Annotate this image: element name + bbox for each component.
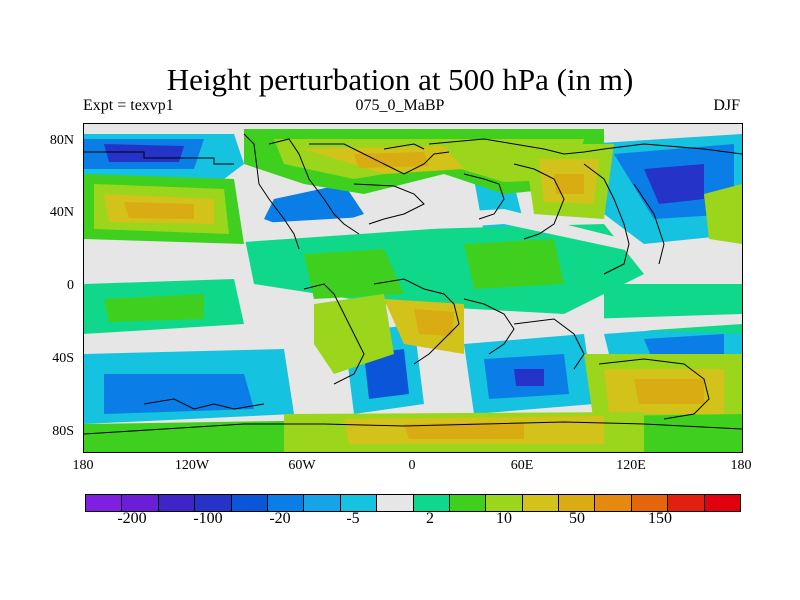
height-perturbation-field [84, 124, 742, 452]
colorbar-swatch [377, 495, 414, 511]
colorbar-label: -5 [346, 510, 360, 527]
plot-title: Height perturbation at 500 hPa (in m) [166, 62, 634, 97]
colorbar-swatch [231, 495, 268, 511]
colorbar-label: 10 [496, 510, 512, 527]
colorbar-label: -20 [269, 510, 291, 527]
colorbar-swatch [158, 495, 196, 511]
period-label: 075_0_MaBP [355, 97, 445, 114]
y-tick-label: 40S [52, 351, 74, 366]
colorbar-swatch [595, 495, 632, 511]
y-tick-label: 80S [52, 424, 74, 439]
colorbar-label: -200 [117, 510, 147, 527]
x-tick-label: 0 [408, 458, 416, 473]
colorbar-swatch [668, 495, 705, 511]
colorbar-swatch [631, 495, 669, 511]
colorbar-swatch [704, 495, 741, 511]
colorbar-label: 150 [648, 510, 672, 527]
colorbar-swatch [486, 495, 523, 511]
colorbar-swatch [267, 495, 305, 511]
x-tick-label: 180 [730, 458, 752, 473]
map-panel [83, 123, 743, 453]
x-tick-label: 60W [288, 458, 316, 473]
y-tick-label: 0 [67, 278, 74, 293]
colorbar-label: 50 [569, 510, 585, 527]
experiment-label: Expt = texvp1 [83, 97, 174, 114]
coastlines [84, 133, 742, 435]
colorbar-label: 2 [426, 510, 434, 527]
colorbar-label: -100 [193, 510, 223, 527]
x-tick-label: 120W [174, 458, 210, 473]
colorbar-swatch [449, 495, 487, 511]
season-label: DJF [713, 97, 740, 114]
colorbar-swatch [413, 495, 450, 511]
colorbar-swatch [522, 495, 560, 511]
colorbar-swatch [86, 495, 123, 511]
colorbar-swatch [304, 495, 341, 511]
y-tick-label: 40N [49, 205, 74, 220]
x-tick-label: 120E [616, 458, 646, 473]
colorbar [85, 494, 741, 512]
colorbar-swatch [559, 495, 596, 511]
colorbar-swatch [340, 495, 378, 511]
colorbar-swatch [195, 495, 232, 511]
y-tick-label: 80N [49, 133, 74, 148]
colorbar-swatch [122, 495, 159, 511]
x-tick-label: 60E [510, 458, 534, 473]
x-tick-label: 180 [72, 458, 94, 473]
